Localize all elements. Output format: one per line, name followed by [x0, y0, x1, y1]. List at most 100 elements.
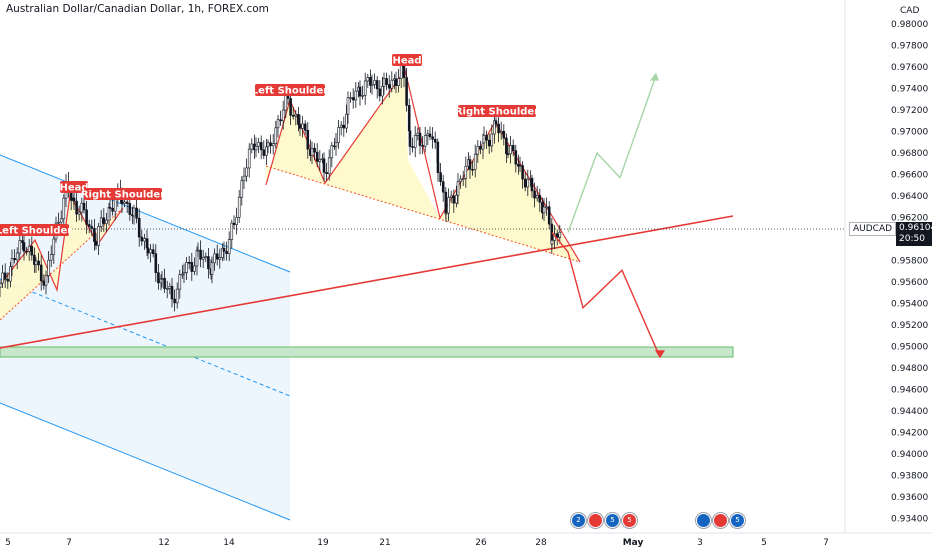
candle-body: [18, 240, 22, 254]
candle-body: [254, 145, 258, 151]
candle-body: [240, 180, 244, 198]
candle-body: [394, 78, 398, 86]
candle-body: [113, 199, 117, 212]
candle-body: [39, 264, 43, 282]
candle-body: [281, 109, 285, 122]
pattern-label: Left Shoulder: [252, 84, 328, 97]
candle-body: [44, 275, 48, 286]
au-flag-icon[interactable]: 2: [571, 513, 586, 528]
candle-body: [318, 158, 322, 162]
candle-body: [351, 97, 355, 101]
candle-body: [123, 201, 126, 204]
currency-label: CAD: [900, 6, 920, 16]
candle-body: [30, 245, 34, 256]
candle-body: [204, 256, 208, 258]
symbol-badge[interactable]: AUDCAD: [849, 222, 897, 236]
candle-body: [482, 135, 486, 144]
candle-body: [168, 285, 172, 289]
price-tick-label: 0.95400: [891, 300, 928, 310]
candle-body: [3, 272, 7, 280]
candle-body: [102, 217, 106, 224]
price-tick-label: 0.94800: [891, 364, 928, 374]
candle-body: [416, 132, 420, 136]
channel-upper-line: [0, 154, 291, 273]
bearish-arrow-head: [655, 350, 665, 359]
time-tick-label: 28: [535, 538, 547, 548]
candle-body: [22, 242, 26, 252]
price-tick-label: 0.94600: [891, 386, 928, 396]
price-tick-label: 0.96400: [891, 192, 928, 202]
event-badges-group-b[interactable]: 5: [696, 513, 745, 528]
ca-flag-icon[interactable]: 5: [622, 513, 637, 528]
pattern2-fill: [266, 70, 580, 262]
candle-body: [358, 86, 362, 97]
time-tick-label: 3: [697, 538, 703, 548]
candle-body: [279, 119, 282, 122]
time-tick-label: 21: [379, 538, 390, 548]
candle-body: [441, 181, 445, 193]
candle-body: [558, 231, 562, 238]
candle-body: [190, 262, 194, 272]
candle-body: [75, 200, 78, 215]
au-flag-icon[interactable]: 5: [730, 513, 745, 528]
price-tick-label: 0.94400: [891, 407, 928, 417]
price-marker: AUDCAD 0.96104 20:50: [849, 222, 932, 246]
candle-body: [269, 142, 272, 147]
pattern-label: Right Shoulder: [455, 105, 539, 118]
candle-body: [526, 178, 530, 188]
candle-body: [555, 233, 559, 238]
candle-body: [433, 138, 437, 143]
price-axis[interactable]: 0.98000 0.97800 0.97600 0.97400 0.97200 0.970…: [891, 20, 928, 525]
ca-flag-icon[interactable]: [588, 513, 603, 528]
au-flag-icon[interactable]: 5: [605, 513, 620, 528]
candle-body: [436, 162, 440, 174]
candle-body: [375, 80, 379, 90]
event-badges-group-a[interactable]: 2 5 5: [571, 513, 637, 528]
candle-body: [390, 79, 394, 89]
candle-body: [426, 133, 430, 136]
price-tick-label: 0.93400: [891, 515, 928, 525]
pattern-label-text: Head: [59, 183, 88, 194]
candle-body: [373, 80, 376, 85]
candle-body: [62, 197, 66, 220]
candle-body: [449, 195, 453, 198]
candle-body: [459, 178, 462, 182]
time-tick-label: May: [623, 538, 644, 548]
candle-body: [382, 78, 386, 87]
candle-body: [421, 145, 424, 147]
candle-body: [423, 135, 427, 147]
candle-body: [6, 278, 10, 282]
candle-body: [284, 95, 288, 111]
bar-countdown: 20:50: [899, 234, 925, 244]
candle-body: [366, 77, 370, 82]
candle-body: [80, 202, 84, 213]
price-tick-label: 0.94200: [891, 429, 928, 439]
candle-body: [10, 258, 14, 267]
candle-body: [542, 206, 546, 214]
candle-body: [213, 253, 216, 264]
candle-body: [509, 145, 512, 155]
candle-body: [225, 251, 228, 254]
candle-body: [160, 278, 164, 280]
time-tick-label: 5: [5, 538, 11, 548]
candle-body: [199, 249, 202, 260]
ascending-trendline: [0, 215, 734, 349]
candle-body: [506, 153, 510, 156]
candle-body: [242, 175, 246, 181]
pattern-label-text: Left Shoulder: [0, 226, 72, 237]
candle-body: [94, 241, 98, 246]
candle-body: [237, 196, 241, 218]
ca-flag-icon[interactable]: [713, 513, 728, 528]
au-flag-icon[interactable]: [696, 513, 711, 528]
candle-body: [511, 145, 515, 151]
time-axis[interactable]: 5 7 12 14 19 21 26 28 May 3 5 7: [5, 538, 829, 548]
candle-body: [499, 131, 503, 134]
candle-body: [157, 272, 160, 284]
candle-body: [447, 197, 450, 214]
candle-body: [493, 120, 496, 135]
channel-lower-line: [0, 402, 291, 521]
candle-body: [276, 119, 280, 129]
pattern2-neckline: [265, 165, 581, 263]
